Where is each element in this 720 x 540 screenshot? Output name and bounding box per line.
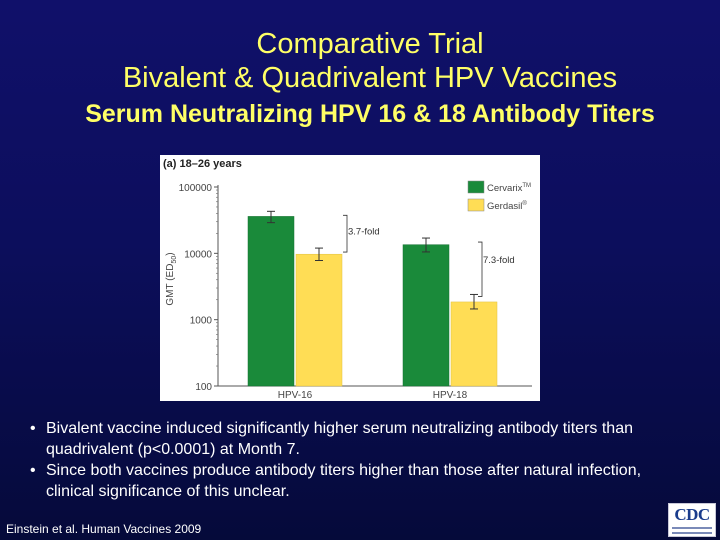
legend-swatch [467, 198, 485, 212]
cdc-logo-underline [672, 532, 712, 534]
y-axis-label: GMT (ED50) [165, 252, 178, 305]
chart-panel-label: (a) 18–26 years [163, 158, 242, 170]
bar-cervarix-hpv-18 [402, 244, 450, 387]
bullet-item: • Bivalent vaccine induced significantly … [30, 418, 690, 460]
cdc-logo-text: CDC [674, 505, 710, 524]
y-tick-label: 1000 [190, 316, 213, 327]
y-axis-label-subscript: 50 [171, 256, 178, 264]
bullet-list: • Bivalent vaccine induced significantly … [30, 418, 690, 502]
fold-bracket [343, 214, 348, 253]
fold-bracket [478, 241, 483, 297]
bar-cervarix-hpv-16 [247, 216, 295, 387]
bar-chart: (a) 18–26 years GMT (ED50) HPV-16 HPV-18 … [163, 158, 532, 401]
fold-annotation: 3.7-fold [348, 227, 380, 238]
legend-swatch [467, 180, 485, 194]
legend-series-name: Cervarix [487, 183, 523, 194]
y-axis-label-end: ) [165, 252, 176, 255]
title-line-1: Comparative Trial [256, 28, 484, 60]
y-tick-label: 100000 [179, 183, 213, 194]
y-axis-label-main: GMT (ED [165, 264, 176, 306]
bullet-marker: • [30, 462, 36, 479]
legend-label: CervarixTM [487, 183, 531, 194]
bar-gerdasil-hpv-16 [295, 253, 343, 387]
legend-trademark: TM [522, 183, 531, 189]
x-tick-label: HPV-18 [433, 390, 468, 401]
chart-panel: (a) 18–26 years GMT (ED50) HPV-16 HPV-18 … [160, 155, 540, 401]
y-tick-label: 100 [195, 382, 212, 393]
bullet-text: Since both vaccines produce antibody tit… [46, 462, 642, 500]
fold-annotation: 7.3-fold [483, 255, 515, 266]
title-line-2: Bivalent & Quadrivalent HPV Vaccines [122, 62, 618, 94]
legend-series-name: Gerdasil [487, 201, 522, 212]
bullet-item: • Since both vaccines produce antibody ti… [30, 460, 690, 502]
cdc-logo-underline [672, 527, 712, 529]
bar-gerdasil-hpv-18 [450, 301, 498, 387]
legend-trademark: ® [522, 200, 527, 207]
cdc-logo: CDC [668, 503, 716, 537]
slide-subtitle: Serum Neutralizing HPV 16 & 18 Antibody … [85, 100, 655, 128]
y-tick-label: 10000 [184, 249, 212, 260]
citation: Einstein et al. Human Vaccines 2009 [6, 522, 202, 536]
x-tick-label: HPV-16 [278, 390, 313, 401]
bullet-text: Bivalent vaccine induced significantly h… [46, 420, 633, 458]
bullet-marker: • [30, 420, 36, 437]
legend-label: Gerdasil® [487, 200, 527, 212]
